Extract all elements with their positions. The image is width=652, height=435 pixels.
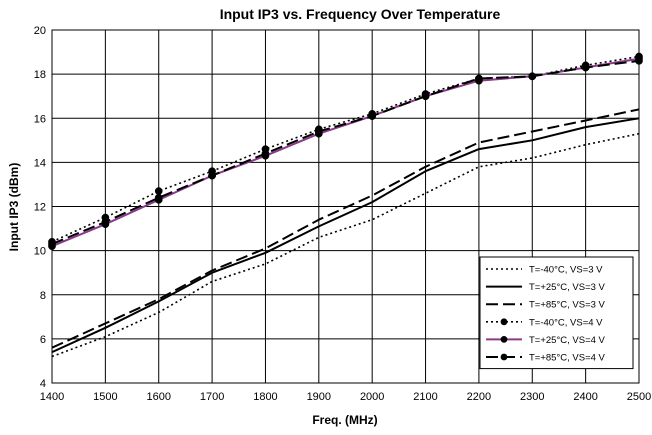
x-tick-label: 2100 bbox=[413, 391, 437, 403]
y-tick-label: 12 bbox=[34, 202, 46, 214]
x-tick-label: 2500 bbox=[627, 391, 651, 403]
series-line-2 bbox=[51, 117, 640, 354]
legend-marker bbox=[500, 318, 508, 326]
x-tick-label: 1800 bbox=[253, 391, 277, 403]
x-tick-label: 1900 bbox=[307, 391, 331, 403]
x-tick-label: 1500 bbox=[93, 391, 117, 403]
legend-entry: T=+25°C, VS=3 V bbox=[529, 282, 606, 293]
data-point bbox=[314, 127, 323, 136]
x-tick-label: 2400 bbox=[573, 391, 597, 403]
legend-marker bbox=[500, 336, 508, 343]
data-point bbox=[528, 72, 537, 81]
series-line-3 bbox=[51, 108, 640, 349]
legend-entry: T=-40°C, VS=3 V bbox=[529, 265, 603, 276]
data-point bbox=[581, 63, 590, 72]
y-axis-ticks: 4 6 8 10 12 14 16 18 20 bbox=[34, 25, 46, 390]
data-point bbox=[261, 149, 270, 158]
y-tick-label: 10 bbox=[34, 246, 46, 258]
x-axis-title: Freq. (MHz) bbox=[312, 413, 377, 427]
legend-box bbox=[479, 256, 634, 370]
x-tick-label: 1400 bbox=[40, 391, 64, 403]
y-tick-label: 6 bbox=[40, 334, 46, 346]
x-tick-label: 2000 bbox=[360, 391, 384, 403]
legend-entry: T=-40°C, VS=4 V bbox=[529, 317, 603, 328]
data-point bbox=[154, 187, 163, 195]
data-point bbox=[101, 218, 110, 226]
chart-title: Input IP3 vs. Frequency Over Temperature bbox=[220, 6, 501, 22]
data-point bbox=[208, 171, 216, 180]
legend-entry: T=+85°C, VS=3 V bbox=[529, 300, 606, 311]
plot-area-border bbox=[51, 29, 640, 384]
x-tick-label: 1700 bbox=[200, 391, 224, 403]
legend-marker bbox=[500, 353, 508, 361]
y-tick-label: 14 bbox=[34, 157, 46, 169]
legend: T=-40°C, VS=3 V T=+25°C, VS=3 V T=+85°C, V… bbox=[479, 256, 634, 370]
series-line-6 bbox=[51, 59, 640, 245]
series-group bbox=[48, 52, 643, 358]
y-tick-label: 16 bbox=[34, 113, 46, 125]
legend-entry: T=+85°C, VS=4 V bbox=[529, 353, 606, 364]
x-tick-label: 2300 bbox=[520, 391, 544, 403]
x-tick-label: 1600 bbox=[146, 391, 170, 403]
y-tick-label: 8 bbox=[40, 290, 46, 302]
data-point bbox=[48, 240, 56, 248]
legend-entry: T=+25°C, VS=4 V bbox=[529, 335, 606, 346]
series-line-1 bbox=[51, 132, 640, 358]
data-point bbox=[368, 112, 377, 120]
y-tick-label: 18 bbox=[34, 69, 46, 81]
x-axis-ticks: 1400 1500 1600 1700 1800 1900 2000 2100 2200 2300… bbox=[40, 391, 651, 403]
data-point bbox=[475, 74, 483, 83]
data-point bbox=[635, 57, 643, 65]
y-tick-label: 20 bbox=[34, 25, 46, 37]
data-point bbox=[421, 92, 430, 101]
y-axis-title: Input IP3 (dBm) bbox=[7, 163, 21, 252]
y-tick-label: 4 bbox=[40, 378, 46, 390]
data-point bbox=[154, 193, 163, 202]
x-tick-label: 2200 bbox=[467, 391, 491, 403]
